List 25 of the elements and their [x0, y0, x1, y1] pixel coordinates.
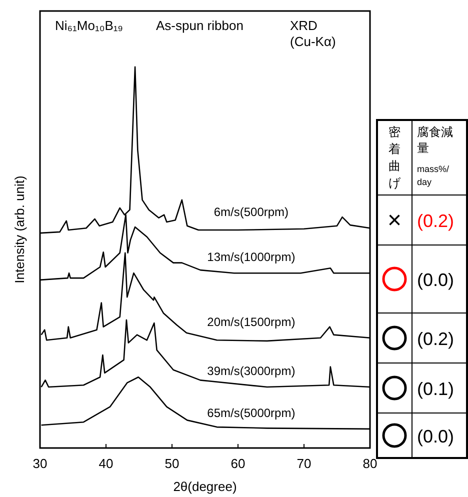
series-label: 6m/s(500rpm) — [214, 205, 289, 220]
text: 腐食減量 — [417, 125, 453, 155]
text: As-spun ribbon — [156, 18, 244, 33]
x-tick-label: 30 — [32, 456, 48, 471]
x-axis-title: 2θ(degree) — [173, 479, 237, 494]
x-tick-label: 40 — [98, 456, 114, 471]
text: (0.0) — [417, 270, 454, 290]
x-tick-label: 70 — [296, 456, 312, 471]
text: (0.2) — [417, 329, 454, 349]
text: XRD (Cu-Kα) — [290, 18, 336, 49]
series-label: 20m/s(1500rpm) — [207, 314, 296, 329]
x-tick-label: 50 — [164, 456, 180, 471]
series-label: 39m/s(3000rpm) — [207, 364, 296, 378]
text: Ni₆₁Mo₁₀B₁₉ — [55, 18, 123, 33]
y-axis-title: Intensity (arb. unit) — [12, 176, 27, 284]
text: mass%/day — [417, 164, 450, 187]
text: (0.2) — [417, 211, 454, 231]
x-tick-label: 80 — [362, 456, 378, 471]
text: (0.1) — [417, 379, 454, 399]
text: (0.0) — [417, 426, 454, 446]
series-label: 13m/s(1000rpm) — [207, 250, 296, 264]
text: 密着曲げ — [388, 125, 402, 190]
series-label: 65m/s(5000rpm) — [207, 406, 296, 420]
text: × — [387, 207, 402, 234]
x-tick-label: 60 — [230, 456, 246, 471]
